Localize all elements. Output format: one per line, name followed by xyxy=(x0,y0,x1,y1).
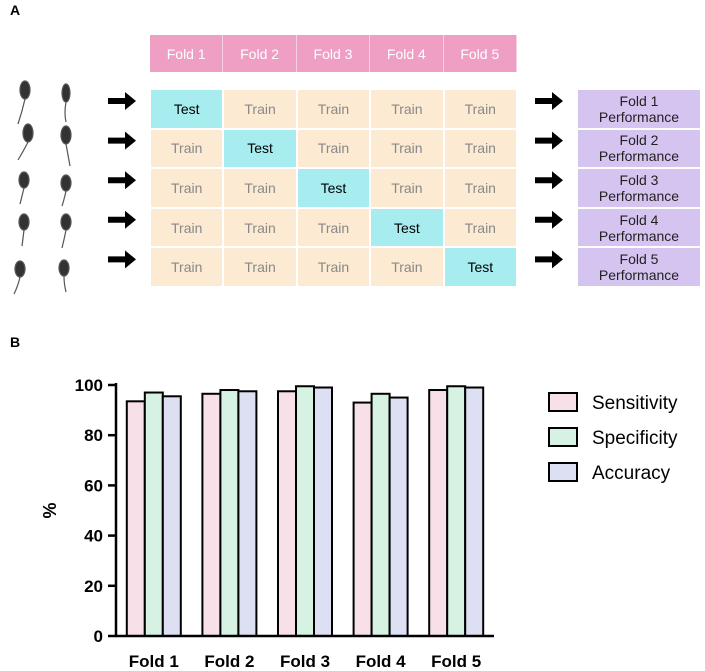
panel-label: A xyxy=(9,2,21,18)
y-tick-label: 0 xyxy=(94,627,103,646)
grid-cell: Train xyxy=(443,128,517,169)
arrow xyxy=(108,171,136,190)
fold-header: Fold 1 xyxy=(150,35,224,72)
arrow xyxy=(108,131,136,150)
fold-header: Fold 2 xyxy=(223,35,297,72)
grid-cell: Train xyxy=(443,207,517,248)
bar xyxy=(464,386,485,638)
y-tick-label: 100 xyxy=(75,376,103,395)
bar xyxy=(352,401,373,637)
performance-box: Fold 1 Performance xyxy=(577,89,701,129)
y-tick-label: 40 xyxy=(84,527,103,546)
bar xyxy=(370,392,391,637)
grid-cell: Train xyxy=(443,168,517,208)
y-tick-label: 20 xyxy=(84,577,103,596)
y-axis-label: % xyxy=(40,502,60,518)
legend-swatch xyxy=(548,462,578,482)
x-tick-label: Fold 3 xyxy=(280,652,330,671)
arrow xyxy=(535,171,563,190)
bar xyxy=(237,390,258,637)
legend-swatch xyxy=(548,392,578,412)
panel-label: B xyxy=(9,334,21,350)
grid-cell: Train xyxy=(150,207,224,248)
arrow xyxy=(108,92,136,110)
performance-box: Fold 3 Performance xyxy=(577,168,701,208)
x-tick-label: Fold 5 xyxy=(431,652,481,671)
grid-cell: Train xyxy=(223,247,297,287)
performance-box: Fold 4 Performance xyxy=(577,207,701,248)
bar xyxy=(201,392,222,637)
x-tick-label: Fold 1 xyxy=(129,652,179,671)
bar xyxy=(277,390,297,637)
arrow xyxy=(535,250,563,269)
fold-header: Fold 4 xyxy=(370,35,444,72)
grid-cell: Test xyxy=(223,128,297,169)
y-tick-label: 60 xyxy=(84,476,103,495)
x-tick-label: Fold 4 xyxy=(356,652,407,671)
grid-cell: Train xyxy=(223,89,297,129)
bar xyxy=(313,386,333,638)
sperm-images xyxy=(13,80,72,295)
grid-cell: Train xyxy=(296,207,371,248)
grid-cell: Train xyxy=(443,89,517,129)
bar xyxy=(143,391,164,637)
y-tick-label: 80 xyxy=(84,426,103,445)
grid-cell: Train xyxy=(223,207,297,248)
grid-cell: Train xyxy=(370,128,444,169)
grid-cell: Train xyxy=(150,247,224,287)
bar xyxy=(125,400,146,637)
bar xyxy=(446,385,467,637)
legend-label: Accuracy xyxy=(592,463,671,484)
arrows xyxy=(108,92,563,269)
grid-cell: Train xyxy=(370,89,444,129)
grid-cell: Train xyxy=(296,128,371,169)
grid-cell: Train xyxy=(296,89,371,129)
grid-cell: Test xyxy=(150,89,224,129)
grid-cell: Test xyxy=(296,168,371,208)
fold-header: Fold 5 xyxy=(443,35,517,72)
bar xyxy=(295,385,315,637)
fold-header: Fold 3 xyxy=(296,35,371,72)
grid-cell: Test xyxy=(370,207,444,248)
arrow xyxy=(535,131,563,150)
diagram-shapes xyxy=(13,80,563,295)
grid-cell: Train xyxy=(150,168,224,208)
grid-cell: Train xyxy=(370,247,444,287)
arrow xyxy=(535,210,563,229)
grid-cell: Train xyxy=(296,247,371,287)
performance-box: Fold 2 Performance xyxy=(577,128,701,169)
bar xyxy=(428,389,449,637)
bar xyxy=(219,389,240,637)
x-tick-label: Fold 2 xyxy=(204,652,254,671)
bar xyxy=(161,395,182,638)
performance-box: Fold 5 Performance xyxy=(577,247,701,287)
legend-swatch xyxy=(548,427,578,447)
arrow xyxy=(108,210,136,229)
grid-cell: Train xyxy=(223,168,297,208)
arrow xyxy=(108,250,136,269)
bar xyxy=(388,396,409,637)
grid-cell: Train xyxy=(150,128,224,169)
legend-label: Sensitivity xyxy=(592,393,678,414)
grid-cell: Test xyxy=(443,247,517,287)
grid-cell: Train xyxy=(370,168,444,208)
arrow xyxy=(535,92,563,110)
legend-label: Specificity xyxy=(592,428,678,449)
